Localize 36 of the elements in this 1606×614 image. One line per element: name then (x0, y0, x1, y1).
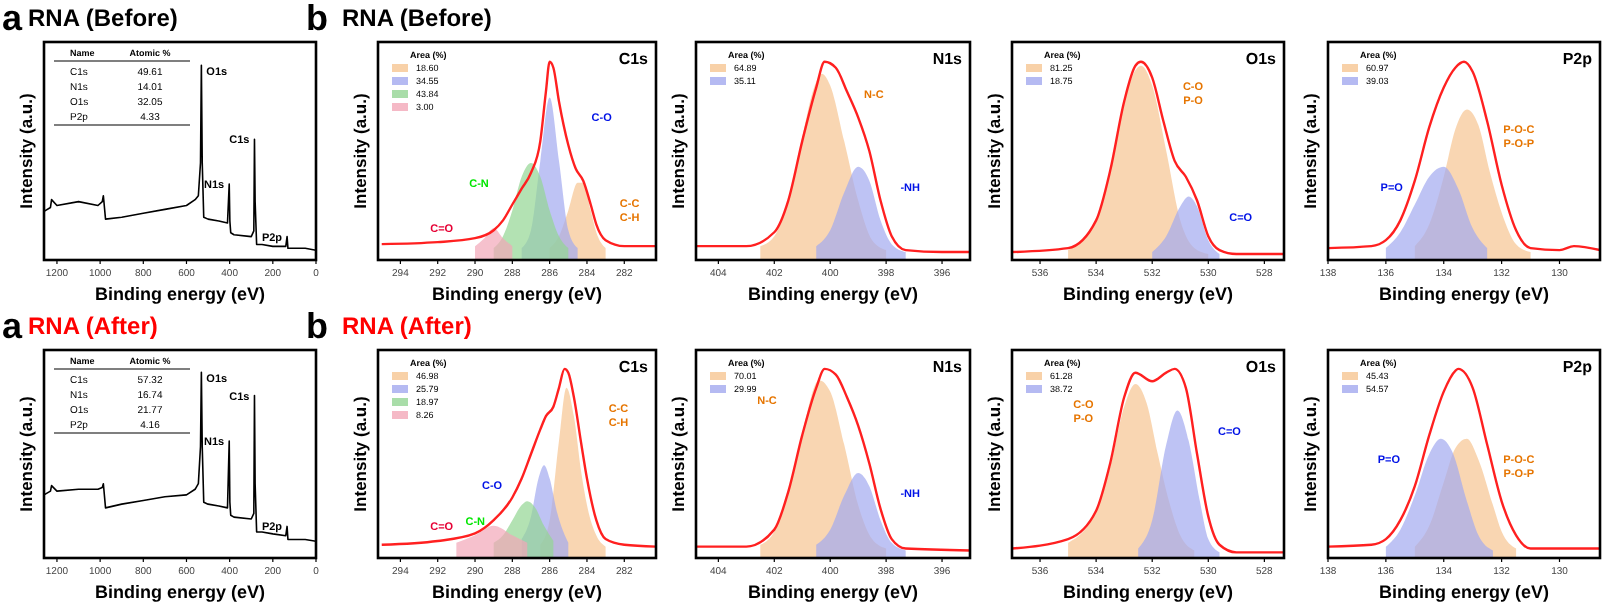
x-axis-title: Binding energy (eV) (747, 284, 919, 304)
x-axis-title: Binding energy (eV) (1062, 582, 1234, 602)
annotation: N1s (932, 50, 964, 68)
annotation: C1s (618, 50, 650, 68)
y-axis-title: Intensity (a.u.) (1300, 396, 1320, 512)
text: b (306, 0, 328, 38)
y-axis-title: Intensity (a.u.) (984, 396, 1004, 512)
y-axis-title: Intensity (a.u.) (350, 93, 370, 209)
annotation: P2p (1562, 50, 1593, 68)
x-axis-title: Binding energy (eV) (431, 582, 603, 602)
y-axis-title: Intensity (a.u.) (1300, 93, 1320, 209)
x-axis-title: Binding energy (eV) (1378, 582, 1550, 602)
text: b (306, 306, 328, 346)
x-axis-title: Binding energy (eV) (94, 284, 266, 304)
y-axis-title: Intensity (a.u.) (350, 396, 370, 512)
annotation: O1s (1245, 358, 1278, 376)
y-axis-title: Intensity (a.u.) (16, 93, 36, 209)
x-axis-title: Binding energy (eV) (1378, 284, 1550, 304)
x-axis-title: Binding energy (eV) (1062, 284, 1234, 304)
annotation: O1s (1245, 50, 1278, 68)
annotation: N1s (932, 358, 964, 376)
annotation: P2p (1562, 358, 1593, 376)
y-axis-title: Intensity (a.u.) (984, 93, 1004, 209)
chart-title: RNA (Before) (342, 4, 492, 32)
x-axis-title: Binding energy (eV) (747, 582, 919, 602)
text: a (2, 306, 24, 346)
y-axis-title: Intensity (a.u.) (668, 93, 688, 209)
text: a (2, 0, 24, 38)
x-axis-title: Binding energy (eV) (431, 284, 603, 304)
y-axis-title: Intensity (a.u.) (668, 396, 688, 512)
chart-title: RNA (After) (28, 312, 158, 340)
chart-title: RNA (Before) (28, 4, 178, 32)
annotation: C1s (618, 358, 650, 376)
chart-title: RNA (After) (342, 312, 472, 340)
y-axis-title: Intensity (a.u.) (16, 396, 36, 512)
x-axis-title: Binding energy (eV) (94, 582, 266, 602)
